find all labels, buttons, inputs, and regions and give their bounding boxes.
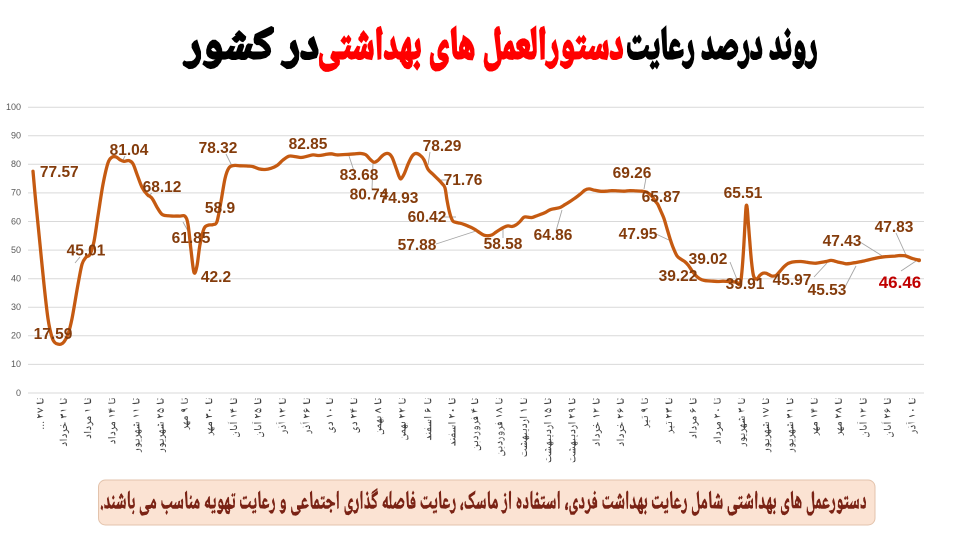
- svg-text:47.95: 47.95: [619, 226, 658, 243]
- svg-text:45.01: 45.01: [67, 243, 106, 260]
- svg-text:58.9: 58.9: [205, 200, 236, 217]
- svg-text:17.59: 17.59: [34, 326, 73, 343]
- svg-text:82.85: 82.85: [289, 136, 328, 153]
- svg-text:58.58: 58.58: [484, 236, 523, 253]
- svg-text:57.88: 57.88: [398, 237, 437, 254]
- svg-text:70: 70: [11, 188, 21, 198]
- svg-text:47.83: 47.83: [875, 219, 914, 236]
- svg-text:50: 50: [11, 245, 21, 255]
- svg-text:69.26: 69.26: [613, 165, 652, 182]
- svg-text:100: 100: [6, 102, 21, 112]
- svg-text:40: 40: [11, 274, 21, 284]
- svg-text:20: 20: [11, 331, 21, 341]
- svg-text:46.46: 46.46: [879, 273, 922, 292]
- svg-text:45.53: 45.53: [808, 282, 847, 299]
- svg-text:64.86: 64.86: [534, 227, 573, 244]
- svg-text:77.57: 77.57: [40, 164, 79, 181]
- svg-text:74.93: 74.93: [380, 190, 419, 207]
- svg-text:42.2: 42.2: [201, 269, 231, 286]
- svg-text:39.22: 39.22: [659, 268, 698, 285]
- svg-text:45.97: 45.97: [773, 272, 812, 289]
- svg-text:10: 10: [11, 359, 21, 369]
- svg-text:47.43: 47.43: [823, 233, 862, 250]
- svg-text:0: 0: [16, 388, 21, 398]
- svg-text:60.42: 60.42: [408, 209, 447, 226]
- svg-text:60: 60: [11, 216, 21, 226]
- svg-text:71.76: 71.76: [444, 172, 483, 189]
- svg-text:81.04: 81.04: [110, 142, 149, 159]
- svg-text:83.68: 83.68: [340, 167, 379, 184]
- svg-text:78.29: 78.29: [423, 138, 462, 155]
- svg-text:68.12: 68.12: [143, 179, 182, 196]
- svg-text:65.51: 65.51: [724, 185, 763, 202]
- svg-text:65.87: 65.87: [642, 189, 681, 206]
- svg-text:39.02: 39.02: [689, 251, 728, 268]
- svg-text:90: 90: [11, 131, 21, 141]
- svg-text:39.91: 39.91: [726, 276, 765, 293]
- svg-text:80.74: 80.74: [350, 187, 389, 204]
- svg-text:61.85: 61.85: [172, 230, 211, 247]
- svg-text:78.32: 78.32: [199, 140, 238, 157]
- svg-text:30: 30: [11, 302, 21, 312]
- svg-text:80: 80: [11, 159, 21, 169]
